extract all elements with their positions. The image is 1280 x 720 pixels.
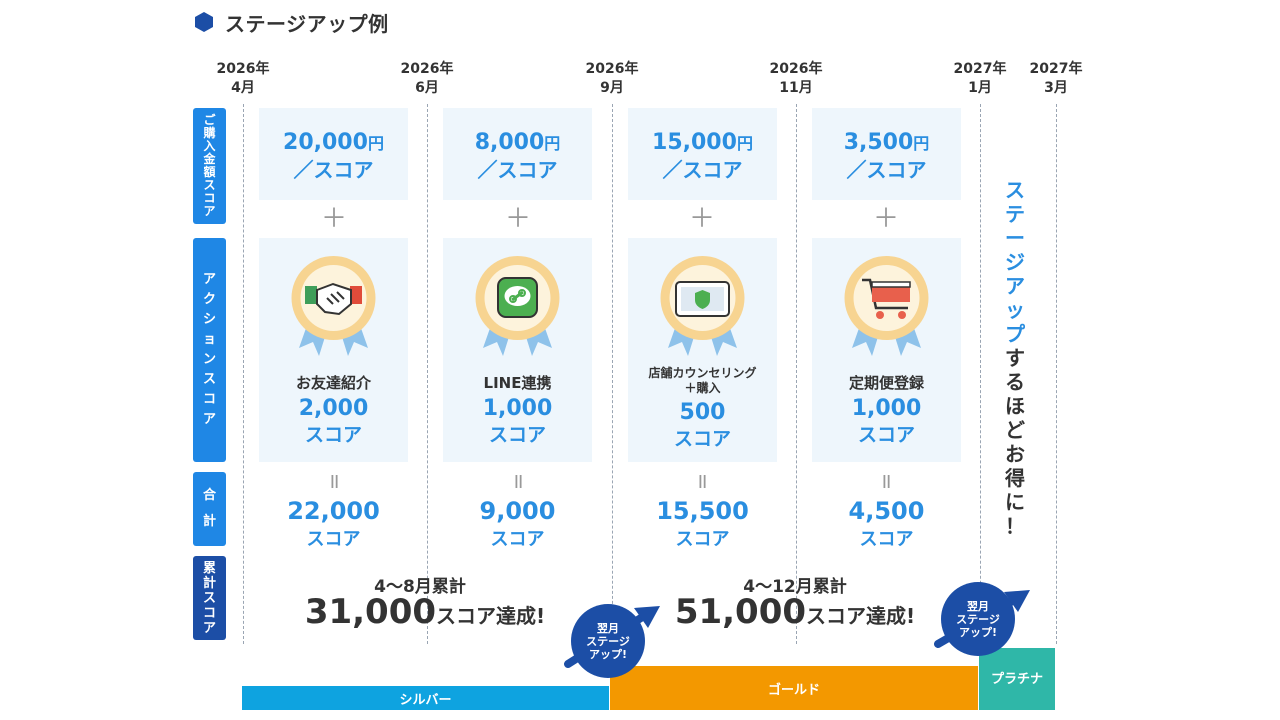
equals-sign: II xyxy=(697,472,708,493)
total-unit: スコア xyxy=(859,529,914,550)
cumulative-label: 4〜8月累計 xyxy=(374,577,466,597)
row-label-purchase: ご購入金額スコア xyxy=(193,108,226,224)
line-link-icon xyxy=(475,256,560,356)
timeline-line xyxy=(1056,104,1057,644)
date-label: 2026年 9月 xyxy=(585,61,639,96)
page-title: ステージアップ例 xyxy=(225,11,389,36)
action-box: 店舗カウンセリング ＋購入 500 スコア xyxy=(628,238,777,462)
stage-up-badge: 翌月 ステージ アップ! xyxy=(571,604,645,678)
date-label: 2027年 1月 xyxy=(953,61,1007,96)
total-unit: スコア xyxy=(490,529,545,550)
total-value: 15,500 xyxy=(656,497,749,525)
action-box: 定期便登録 1,000 スコア xyxy=(812,238,961,462)
cumulative-label: 4〜12月累計 xyxy=(743,577,847,597)
total-unit: スコア xyxy=(675,529,730,550)
date-label: 2026年 11月 xyxy=(769,61,823,96)
total-value: 22,000 xyxy=(287,497,380,525)
action-box: お友達紹介 2,000 スコア xyxy=(259,238,408,462)
stage-bar-platinum: プラチナ xyxy=(979,648,1055,710)
stage-up-badge: 翌月 ステージ アップ! xyxy=(941,582,1015,656)
hexagon-icon xyxy=(195,12,213,32)
total-value: 4,500 xyxy=(848,497,925,525)
stage-up-promo-text: ステージアップ するほどお得に！ xyxy=(1005,178,1025,538)
timeline-line xyxy=(980,104,981,644)
plus-sign: ＋ xyxy=(320,204,347,234)
plus-sign: ＋ xyxy=(872,204,899,234)
plus-sign: ＋ xyxy=(504,204,531,234)
row-label-cumulative: 累計スコア xyxy=(193,556,226,640)
cumulative-value: 51,000スコア達成! xyxy=(674,592,916,632)
purchase-box: 3,500円 ／スコア xyxy=(812,108,961,200)
total-unit: スコア xyxy=(306,529,361,550)
equals-sign: II xyxy=(881,472,892,493)
handshake-icon xyxy=(291,256,376,356)
equals-sign: II xyxy=(329,472,340,493)
date-label: 2026年 4月 xyxy=(216,61,270,96)
purchase-box: 8,000円 ／スコア xyxy=(443,108,592,200)
total-value: 9,000 xyxy=(479,497,556,525)
timeline-line xyxy=(427,104,428,644)
row-label-action: アクションスコア xyxy=(193,238,226,462)
timeline-line xyxy=(796,104,797,644)
row-label-total: 合計 xyxy=(193,472,226,546)
purchase-box: 20,000円 ／スコア xyxy=(259,108,408,200)
date-label: 2026年 6月 xyxy=(400,61,454,96)
purchase-box: 15,000円 ／スコア xyxy=(628,108,777,200)
section-header: ステージアップ例 xyxy=(193,8,389,36)
cumulative-value: 31,000スコア達成! xyxy=(304,592,546,632)
stage-bar-gold: ゴールド xyxy=(610,666,978,710)
shopping-cart-icon xyxy=(844,256,929,356)
timeline-line xyxy=(243,104,244,644)
timeline-line xyxy=(612,104,613,644)
plus-sign: ＋ xyxy=(688,204,715,234)
action-box: LINE連携 1,000 スコア xyxy=(443,238,592,462)
stage-bar-silver: シルバー xyxy=(242,686,609,710)
equals-sign: II xyxy=(513,472,524,493)
date-label: 2027年 3月 xyxy=(1029,61,1083,96)
tablet-shield-icon xyxy=(660,256,745,356)
